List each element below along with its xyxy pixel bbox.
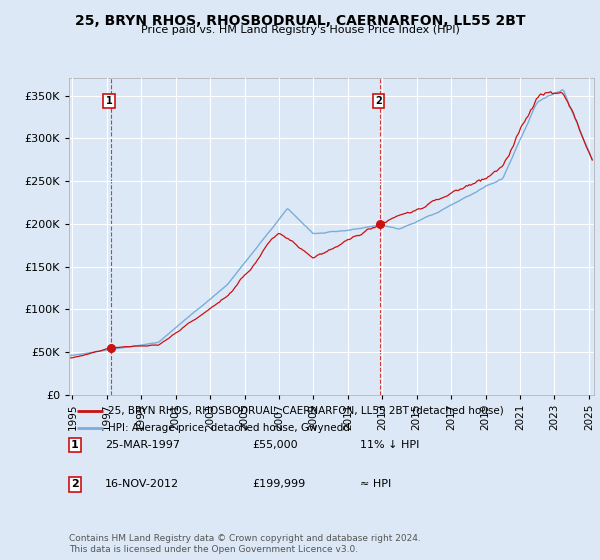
Text: 16-NOV-2012: 16-NOV-2012 xyxy=(105,479,179,489)
Text: 25, BRYN RHOS, RHOSBODRUAL, CAERNARFON, LL55 2BT: 25, BRYN RHOS, RHOSBODRUAL, CAERNARFON, … xyxy=(75,14,525,28)
Text: 11% ↓ HPI: 11% ↓ HPI xyxy=(360,440,419,450)
Text: 2: 2 xyxy=(71,479,79,489)
Text: Price paid vs. HM Land Registry's House Price Index (HPI): Price paid vs. HM Land Registry's House … xyxy=(140,25,460,35)
Text: £55,000: £55,000 xyxy=(252,440,298,450)
Text: Contains HM Land Registry data © Crown copyright and database right 2024.
This d: Contains HM Land Registry data © Crown c… xyxy=(69,534,421,554)
Text: 25, BRYN RHOS, RHOSBODRUAL, CAERNARFON, LL55 2BT (detached house): 25, BRYN RHOS, RHOSBODRUAL, CAERNARFON, … xyxy=(109,405,504,416)
Text: HPI: Average price, detached house, Gwynedd: HPI: Average price, detached house, Gwyn… xyxy=(109,423,350,433)
Text: 2: 2 xyxy=(375,96,382,106)
Text: 25-MAR-1997: 25-MAR-1997 xyxy=(105,440,180,450)
Text: £199,999: £199,999 xyxy=(252,479,305,489)
Text: 1: 1 xyxy=(106,96,112,106)
Text: 1: 1 xyxy=(71,440,79,450)
Text: ≈ HPI: ≈ HPI xyxy=(360,479,391,489)
